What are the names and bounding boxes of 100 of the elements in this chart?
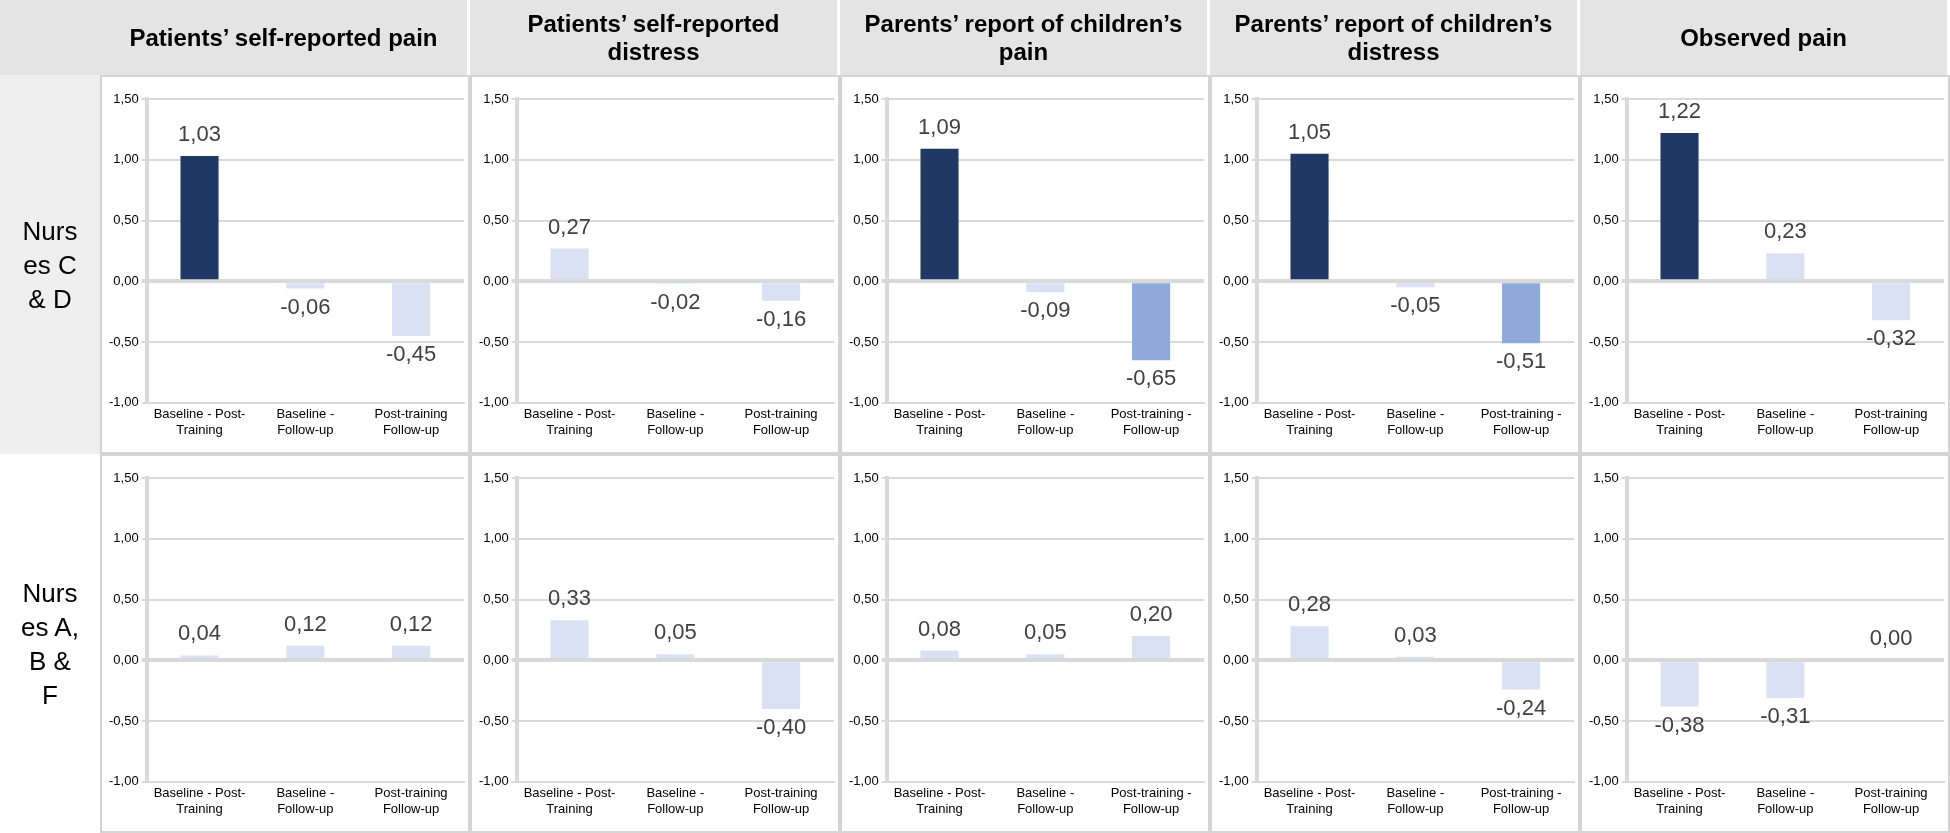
chart-title: Parents’ report of children’s pain bbox=[840, 0, 1210, 75]
y-tick-label: 1,00 bbox=[1223, 151, 1249, 167]
y-tick-label: -0,50 bbox=[848, 333, 879, 349]
y-tick-label: 0,50 bbox=[1223, 212, 1249, 228]
y-tick-label: 0,00 bbox=[1223, 651, 1249, 667]
y-tick-label: 1,50 bbox=[113, 90, 139, 106]
x-tick-label: Baseline - Post-Training bbox=[893, 785, 986, 816]
x-tick-label: Baseline - Follow-up bbox=[276, 406, 335, 437]
y-tick-label: 0,50 bbox=[853, 212, 879, 228]
data-label: 1,05 bbox=[1288, 118, 1331, 144]
data-label: -0,02 bbox=[650, 288, 701, 314]
x-tick-label: Post-training - Follow-up bbox=[1480, 785, 1562, 816]
data-label: 0,12 bbox=[283, 610, 327, 636]
y-tick-label: 0,50 bbox=[483, 212, 509, 228]
y-tick-label: 0,00 bbox=[483, 651, 509, 667]
y-tick-label: -0,50 bbox=[108, 333, 139, 349]
y-tick-label: 0,00 bbox=[113, 651, 139, 667]
y-tick-label: 0,00 bbox=[1223, 272, 1249, 288]
y-tick-label: -0,50 bbox=[1218, 333, 1249, 349]
data-label: -0,16 bbox=[756, 305, 807, 331]
data-label: -0,65 bbox=[1126, 365, 1177, 391]
y-tick-label: 1,00 bbox=[1223, 530, 1249, 546]
y-tick-label: -0,50 bbox=[1588, 333, 1619, 349]
y-tick-label: 0,50 bbox=[113, 212, 139, 228]
x-tick-label: Post-training - Follow-up bbox=[1480, 406, 1562, 437]
y-tick-label: 0,00 bbox=[113, 272, 139, 288]
x-tick-label: Baseline - Post-Training bbox=[523, 785, 616, 816]
data-label: -0,45 bbox=[386, 341, 437, 367]
y-tick-label: -1,00 bbox=[108, 773, 139, 789]
x-tick-label: Post-training - Follow-up bbox=[1110, 785, 1192, 816]
y-tick-label: 1,50 bbox=[1223, 469, 1249, 485]
x-tick-label: Baseline - Follow-up bbox=[1756, 406, 1815, 437]
y-tick-label: 1,00 bbox=[113, 530, 139, 546]
y-tick-label: 1,50 bbox=[853, 469, 879, 485]
y-tick-label: -0,50 bbox=[478, 712, 509, 728]
y-tick-label: 0,50 bbox=[1223, 591, 1249, 607]
y-tick-label: 0,50 bbox=[1593, 212, 1619, 228]
chart-title: Patients’ self-reported distress bbox=[470, 0, 840, 75]
chart-title: Patients’ self-reported pain bbox=[100, 0, 470, 75]
y-tick-label: -1,00 bbox=[1588, 773, 1619, 789]
data-label: -0,32 bbox=[1866, 325, 1917, 351]
data-label: -0,38 bbox=[1654, 711, 1705, 737]
y-tick-label: -0,50 bbox=[478, 333, 509, 349]
text: Nurses C & D bbox=[0, 75, 100, 454]
data-label: -0,51 bbox=[1496, 348, 1547, 374]
data-label: 1,22 bbox=[1658, 98, 1701, 124]
y-tick-label: 0,00 bbox=[483, 272, 509, 288]
y-tick-label: 1,50 bbox=[483, 90, 509, 106]
y-tick-label: -0,50 bbox=[1588, 712, 1619, 728]
data-label: 0,03 bbox=[1393, 621, 1437, 647]
y-tick-label: 1,50 bbox=[483, 469, 509, 485]
y-tick-label: 1,00 bbox=[113, 151, 139, 167]
x-tick-label: Baseline - Follow-up bbox=[1386, 785, 1445, 816]
y-tick-label: 0,50 bbox=[853, 591, 879, 607]
x-tick-label: Post-training Follow-up bbox=[1854, 785, 1928, 816]
bar bbox=[1660, 133, 1699, 280]
x-tick-label: Baseline - Follow-up bbox=[646, 785, 705, 816]
y-tick-label: 0,50 bbox=[113, 591, 139, 607]
y-tick-label: -1,00 bbox=[1218, 394, 1249, 410]
x-tick-label: Post-training Follow-up bbox=[744, 406, 818, 437]
x-tick-label: Baseline - Follow-up bbox=[1756, 785, 1815, 816]
bar bbox=[1766, 253, 1805, 280]
data-label: 0,12 bbox=[389, 610, 433, 636]
x-tick-label: Baseline - Post-Training bbox=[1633, 785, 1726, 816]
data-label: 0,05 bbox=[653, 619, 697, 645]
data-label: 1,03 bbox=[178, 121, 221, 147]
y-tick-label: -1,00 bbox=[848, 394, 879, 410]
y-tick-label: 0,00 bbox=[853, 651, 879, 667]
y-tick-label: 1,00 bbox=[853, 151, 879, 167]
data-label: 0,08 bbox=[918, 615, 961, 641]
data-label: 0,00 bbox=[1869, 625, 1913, 651]
chart-title: Observed pain bbox=[1580, 0, 1950, 75]
data-label: 0,04 bbox=[178, 620, 221, 646]
y-tick-label: -1,00 bbox=[1588, 394, 1619, 410]
y-tick-label: 0,00 bbox=[1593, 651, 1619, 667]
data-label: 1,09 bbox=[918, 113, 961, 139]
y-tick-label: 0,00 bbox=[1593, 272, 1619, 288]
y-tick-label: -1,00 bbox=[1218, 773, 1249, 789]
y-tick-label: -0,50 bbox=[848, 712, 879, 728]
y-tick-label: 0,50 bbox=[483, 591, 509, 607]
data-label: 0,28 bbox=[1288, 591, 1331, 617]
data-label: -0,09 bbox=[1020, 297, 1071, 323]
x-tick-label: Baseline - Follow-up bbox=[1016, 406, 1075, 437]
y-tick-label: 1,00 bbox=[483, 151, 509, 167]
y-tick-label: -0,50 bbox=[108, 712, 139, 728]
x-tick-label: Baseline - Post-Training bbox=[1263, 406, 1356, 437]
data-label: -0,40 bbox=[756, 713, 807, 739]
x-tick-label: Post-training Follow-up bbox=[374, 406, 448, 437]
y-tick-label: -1,00 bbox=[848, 773, 879, 789]
x-tick-label: Baseline - Follow-up bbox=[1016, 785, 1075, 816]
x-tick-label: Baseline - Post-Training bbox=[1263, 785, 1356, 816]
data-label: -0,06 bbox=[280, 293, 331, 319]
data-label: 0,27 bbox=[548, 213, 591, 239]
x-tick-label: Baseline - Follow-up bbox=[646, 406, 705, 437]
data-label: -0,24 bbox=[1496, 694, 1547, 720]
y-tick-label: -0,50 bbox=[1218, 712, 1249, 728]
y-tick-label: 0,50 bbox=[1593, 591, 1619, 607]
y-tick-label: 1,50 bbox=[113, 469, 139, 485]
y-tick-label: 1,00 bbox=[1593, 530, 1619, 546]
x-tick-label: Baseline - Post-Training bbox=[153, 785, 246, 816]
